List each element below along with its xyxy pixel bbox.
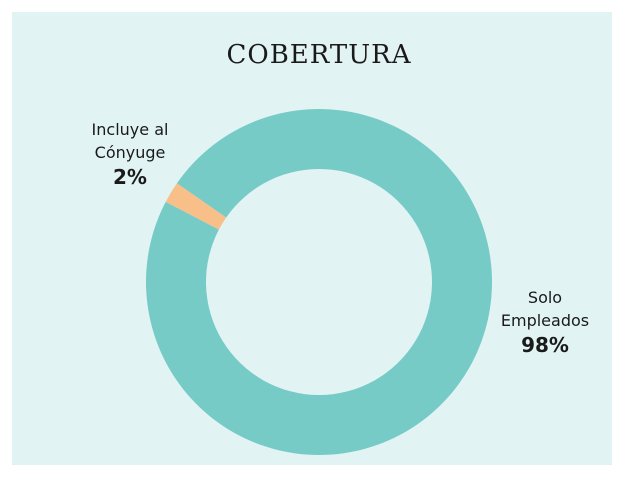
panel: [12, 12, 612, 465]
donut-slice: [165, 183, 227, 230]
slice-label: Incluye al Cónyuge 2%: [75, 118, 185, 190]
donut-slice: [146, 108, 492, 455]
value-label: 2%: [113, 165, 147, 189]
category-label: Incluye al Cónyuge: [91, 120, 169, 162]
category-label: Solo Empleados: [500, 288, 590, 330]
slice-label: Solo Empleados 98%: [485, 286, 605, 358]
chart-title: COBERTURA: [226, 40, 411, 70]
value-label: 98%: [521, 333, 569, 357]
